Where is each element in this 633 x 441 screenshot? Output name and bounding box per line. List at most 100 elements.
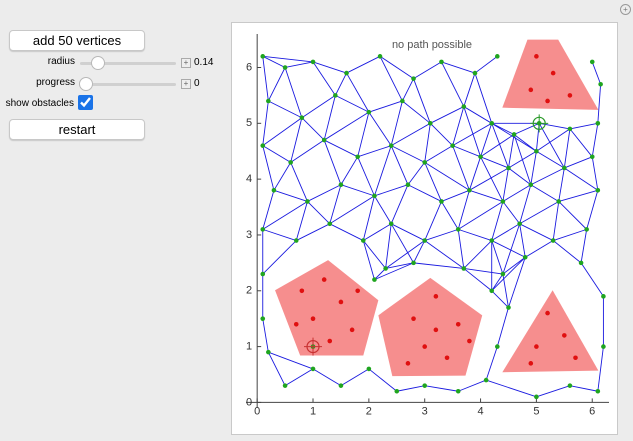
roadmap-edge xyxy=(463,106,492,124)
free-vertex xyxy=(517,221,522,227)
blocked-vertex xyxy=(310,316,316,321)
free-vertex xyxy=(522,254,528,260)
roadmap-edge xyxy=(430,106,465,124)
roadmap-edge xyxy=(267,351,286,386)
free-vertex xyxy=(506,165,511,171)
free-vertex xyxy=(266,98,271,104)
obstacles-checkbox[interactable] xyxy=(78,95,93,110)
free-vertex xyxy=(310,59,316,65)
roadmap-edge xyxy=(262,55,314,63)
free-vertex xyxy=(293,238,299,243)
x-tick-label: 3 xyxy=(422,405,428,417)
free-vertex xyxy=(495,54,500,59)
slider-thumb[interactable] xyxy=(79,77,93,91)
roadmap-edge xyxy=(424,123,431,163)
y-tick-label: 6 xyxy=(246,61,252,73)
roadmap-edge xyxy=(502,201,521,225)
roadmap-edge xyxy=(329,195,375,225)
free-vertex xyxy=(366,366,372,372)
roadmap-edge xyxy=(564,156,593,169)
expand-button[interactable]: + xyxy=(181,79,191,89)
free-vertex xyxy=(534,394,539,400)
roadmap-edge xyxy=(402,100,431,124)
free-vertex xyxy=(500,199,506,204)
roadmap-edge xyxy=(508,167,532,186)
blocked-vertex xyxy=(355,288,360,294)
roadmap-edge xyxy=(463,268,503,275)
roadmap-edge xyxy=(519,223,554,241)
roadmap-edge xyxy=(390,122,431,147)
obstacle xyxy=(502,290,599,373)
free-vertex xyxy=(321,137,327,143)
free-vertex xyxy=(422,160,428,165)
blocked-vertex xyxy=(321,277,327,282)
x-tick-label: 2 xyxy=(366,405,372,417)
blocked-vertex xyxy=(433,294,439,299)
roadmap-edge xyxy=(491,201,504,241)
x-tick-label: 4 xyxy=(477,405,483,417)
free-vertex xyxy=(500,271,506,277)
free-vertex xyxy=(338,182,344,188)
free-vertex xyxy=(439,199,444,204)
roadmap-edge xyxy=(424,228,459,241)
free-vertex xyxy=(310,366,316,372)
free-vertex xyxy=(550,238,556,243)
roadmap-edge xyxy=(441,189,470,202)
roadmap-edge xyxy=(357,112,370,157)
roadmap-edge xyxy=(502,223,521,275)
roadmap-edge xyxy=(564,167,599,191)
free-vertex xyxy=(411,260,416,266)
free-vertex xyxy=(506,305,511,310)
add-vertices-button[interactable]: add 50 vertices xyxy=(9,30,145,51)
roadmap-edge xyxy=(441,61,476,74)
y-tick-label: 5 xyxy=(246,117,252,129)
roadmap-edge xyxy=(491,240,526,258)
roadmap-edge xyxy=(491,273,504,292)
roadmap-edge xyxy=(424,385,459,392)
roadmap-edge xyxy=(379,55,414,80)
y-tick-label: 3 xyxy=(246,229,252,241)
y-tick-label: 1 xyxy=(246,341,252,353)
roadmap-edge xyxy=(262,145,291,163)
roadmap-edge xyxy=(597,84,602,124)
free-vertex xyxy=(461,104,467,109)
blocked-vertex xyxy=(444,355,450,361)
free-vertex xyxy=(595,121,601,126)
free-vertex xyxy=(595,187,601,193)
roadmap-edge xyxy=(569,385,598,392)
roadmap-edge xyxy=(563,128,571,169)
roadmap-edge xyxy=(491,290,509,308)
roadmap-edge xyxy=(262,55,286,68)
free-vertex xyxy=(260,316,266,321)
free-vertex xyxy=(344,70,349,76)
roadmap-edge xyxy=(457,190,470,230)
free-vertex xyxy=(266,349,271,355)
free-vertex xyxy=(388,143,394,148)
roadmap-edge xyxy=(480,156,509,169)
progress-slider[interactable] xyxy=(79,77,176,91)
roadmap-edge xyxy=(390,184,409,224)
roadmap-edge xyxy=(262,318,269,353)
expand-button[interactable]: + xyxy=(181,58,191,68)
roadmap-edge xyxy=(502,273,509,308)
options-button[interactable]: + xyxy=(620,4,631,15)
roadmap-edge xyxy=(262,240,297,275)
roadmap-edge xyxy=(429,122,453,146)
roadmap-edge xyxy=(307,201,331,225)
roadmap-edge xyxy=(413,240,426,264)
roadmap-edge xyxy=(539,122,570,130)
roadmap-edge xyxy=(458,379,487,392)
roadmap-edge xyxy=(508,150,537,169)
roadmap-edge xyxy=(312,61,347,74)
blocked-vertex xyxy=(467,338,472,344)
slider-thumb[interactable] xyxy=(91,56,105,70)
roadmap-edge xyxy=(290,162,308,202)
roadmap-edge xyxy=(558,201,587,230)
roadmap-edge xyxy=(401,78,414,102)
radius-slider[interactable] xyxy=(80,56,176,70)
restart-button[interactable]: restart xyxy=(9,119,145,140)
roadmap-edge xyxy=(553,228,587,241)
roadmap-edge xyxy=(363,223,392,241)
roadmap-edge xyxy=(480,123,493,157)
roadmap-edge xyxy=(312,368,342,387)
